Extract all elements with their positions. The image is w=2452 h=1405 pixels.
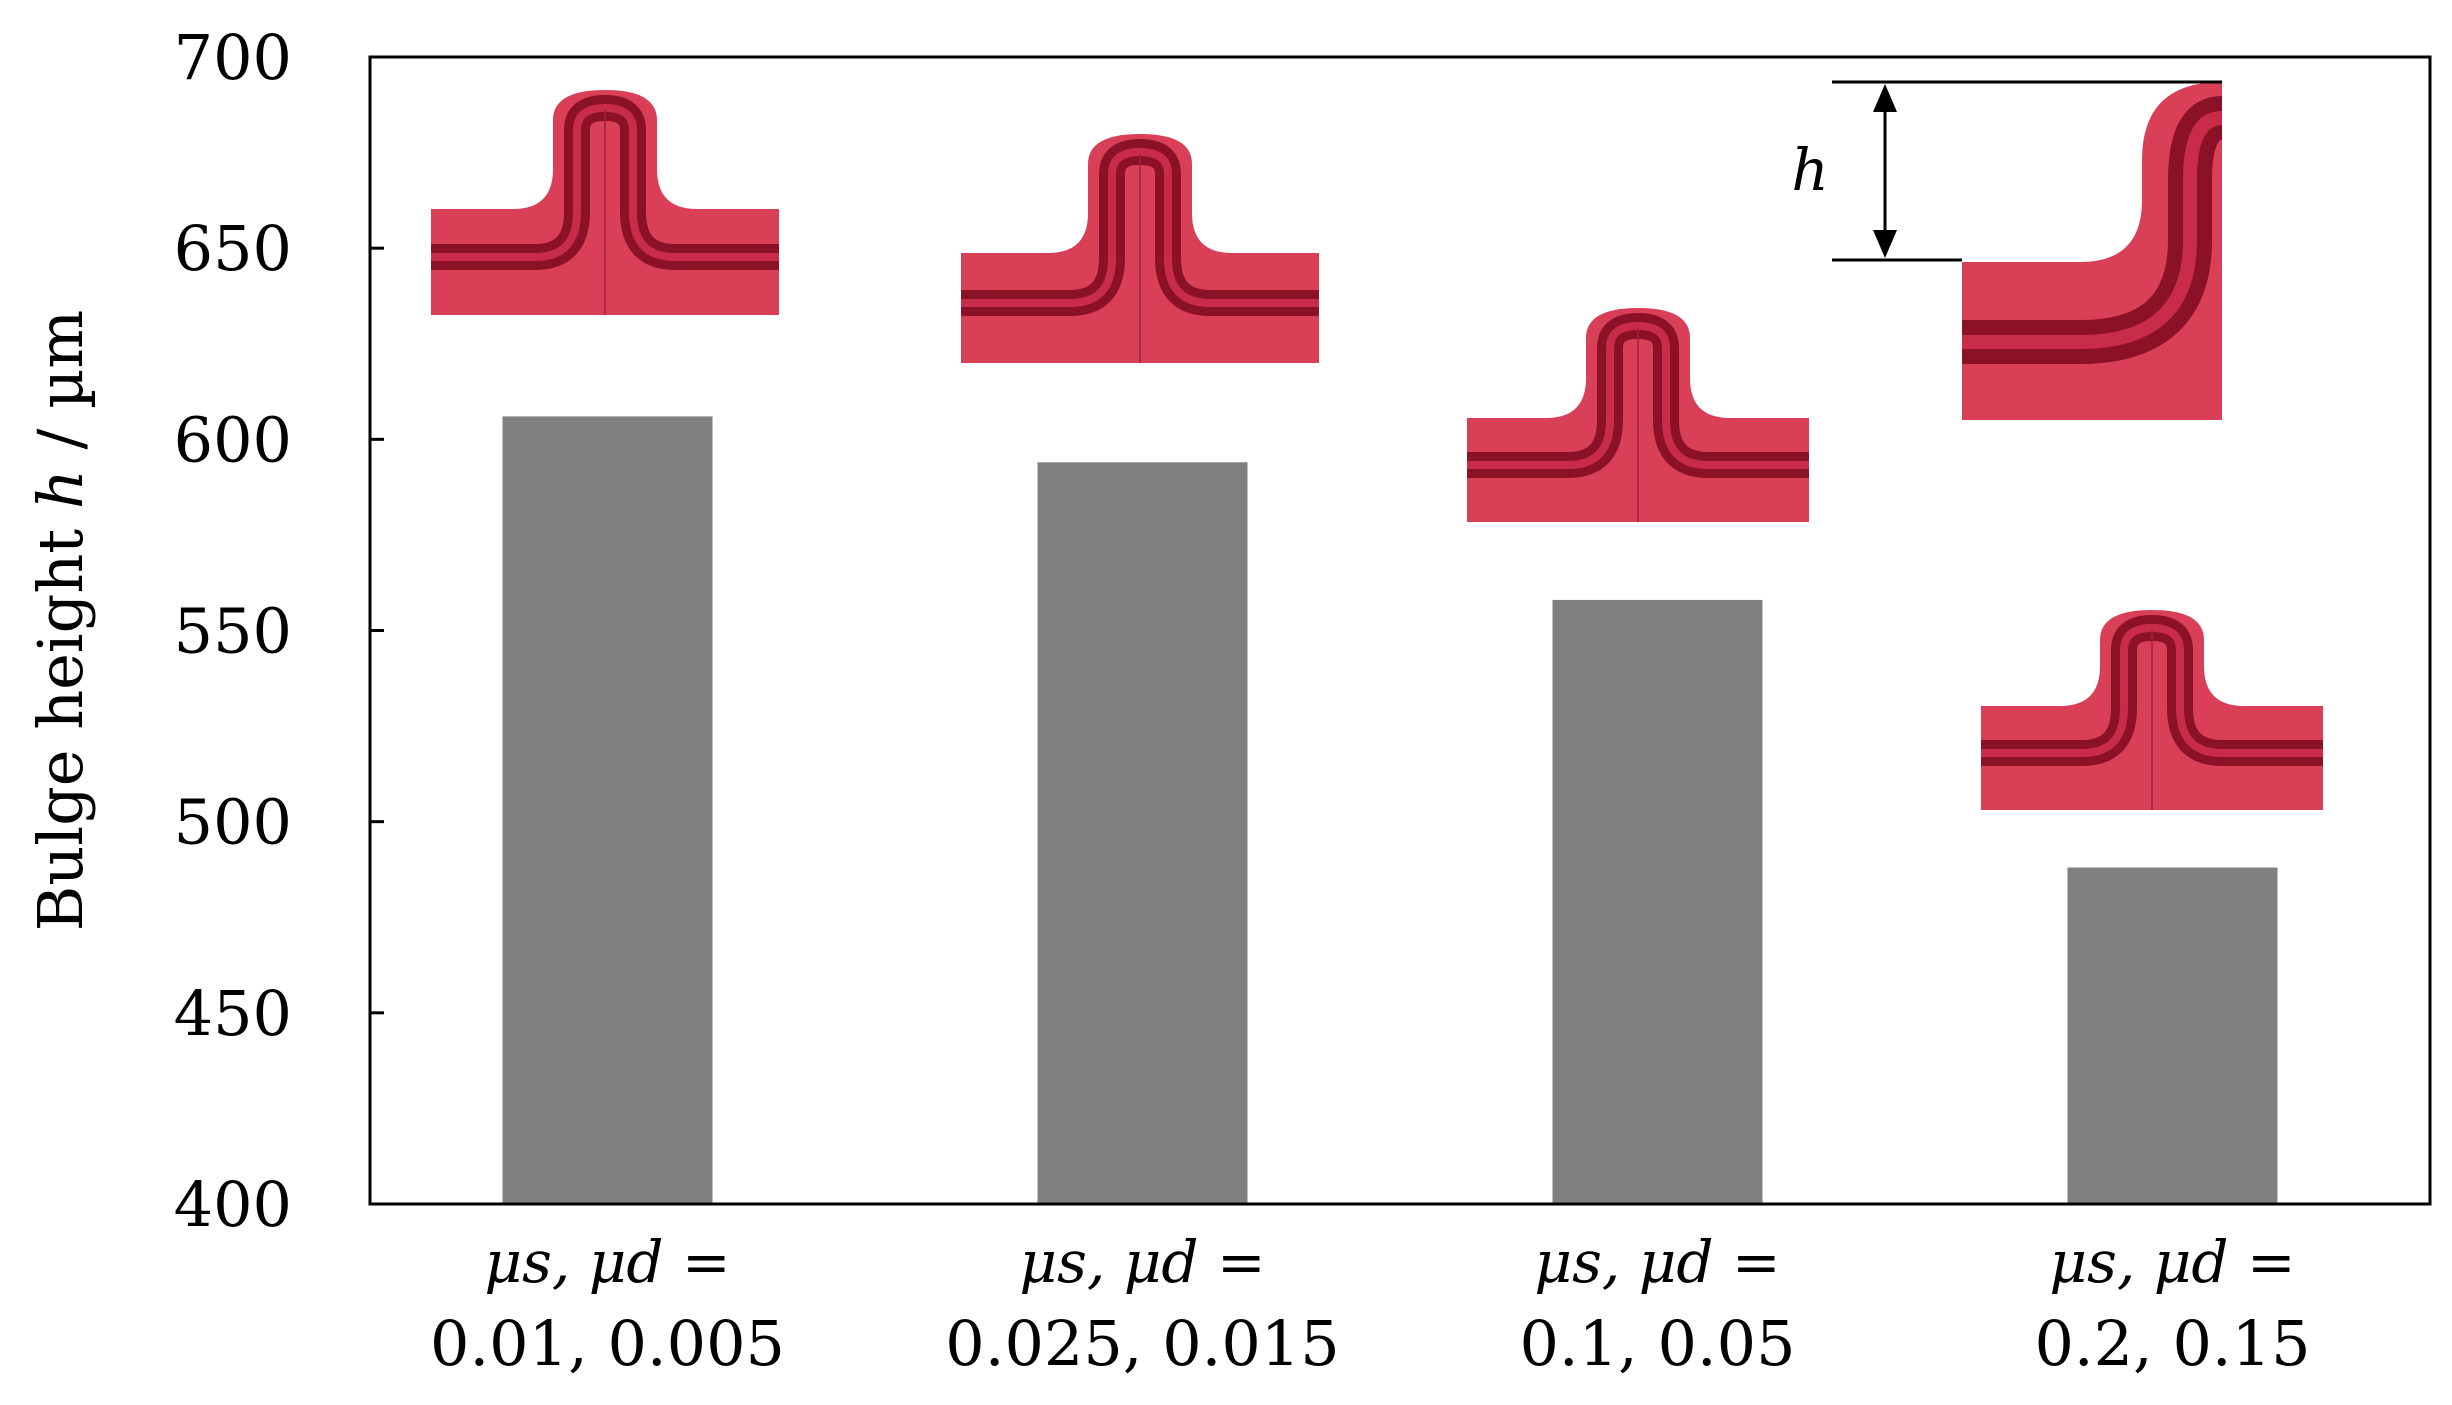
specimen-insets (431, 82, 2323, 810)
category-label-values: 0.2, 0.15 (2034, 1307, 2310, 1380)
y-tick-label: 700 (174, 21, 292, 94)
y-tick-label: 500 (174, 786, 292, 859)
y-axis-title-text: Bulge height (24, 509, 97, 931)
height-annotation: h (1791, 80, 2222, 262)
bars (502, 416, 2278, 1205)
bar (2067, 867, 2278, 1204)
specimen-inset (431, 90, 779, 315)
category-label-values: 0.01, 0.005 (430, 1307, 785, 1380)
y-tick-label: 650 (174, 212, 292, 285)
specimen-inset (1981, 610, 2323, 810)
specimen-inset (1467, 308, 1809, 522)
category-label-prefix: μs, μd = (1534, 1228, 1780, 1296)
category-label-values: 0.025, 0.015 (945, 1307, 1339, 1380)
h-arrow-head-up (1873, 84, 1897, 112)
h-arrow-head-down (1873, 230, 1897, 258)
category-label-values: 0.1, 0.05 (1519, 1307, 1795, 1380)
bar (1552, 599, 1763, 1204)
y-axis-title-var: h (24, 469, 97, 509)
y-tick-label: 600 (174, 403, 292, 476)
category-label-prefix: μs, μd = (2049, 1228, 2295, 1296)
y-tick-label: 450 (174, 977, 292, 1050)
y-axis-label: Bulge height h / µm (24, 310, 97, 931)
category-label-prefix: μs, μd = (1019, 1228, 1265, 1296)
x-category-labels: μs, μd = 0.01, 0.005 μs, μd = 0.025, 0.015 μ… (430, 1228, 2311, 1380)
y-axis-title: Bulge height h / µm (24, 310, 97, 931)
y-axis-title-unit: / µm (24, 310, 97, 469)
specimen-inset (961, 134, 1319, 363)
y-tick-label: 550 (174, 595, 292, 668)
bar (502, 416, 713, 1205)
y-axis-ticks: 400 450 500 550 600 650 700 (174, 21, 384, 1241)
zoomed-quarter-inset (1962, 82, 2225, 420)
category-label-prefix: μs, μd = (484, 1228, 730, 1296)
h-annotation-label: h (1791, 136, 1828, 204)
y-tick-label: 400 (174, 1168, 292, 1241)
bar (1037, 462, 1248, 1205)
